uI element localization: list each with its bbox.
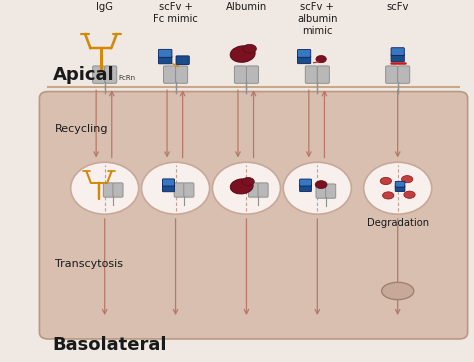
FancyBboxPatch shape (248, 183, 258, 197)
Ellipse shape (242, 177, 255, 186)
Text: Degradation: Degradation (366, 218, 429, 228)
FancyBboxPatch shape (246, 66, 258, 83)
FancyBboxPatch shape (92, 66, 105, 83)
FancyBboxPatch shape (300, 179, 311, 186)
FancyBboxPatch shape (158, 56, 172, 64)
FancyBboxPatch shape (174, 183, 184, 197)
Ellipse shape (383, 192, 394, 199)
FancyBboxPatch shape (184, 183, 194, 197)
FancyBboxPatch shape (175, 66, 188, 83)
Text: Transcytosis: Transcytosis (55, 259, 123, 269)
FancyBboxPatch shape (386, 66, 398, 83)
FancyBboxPatch shape (235, 66, 246, 83)
Ellipse shape (404, 191, 415, 198)
Ellipse shape (380, 177, 392, 185)
Ellipse shape (382, 282, 414, 300)
FancyBboxPatch shape (318, 66, 329, 83)
FancyBboxPatch shape (395, 186, 405, 191)
Ellipse shape (230, 179, 253, 194)
Ellipse shape (243, 44, 256, 53)
Circle shape (283, 162, 351, 214)
Circle shape (212, 162, 281, 214)
Ellipse shape (401, 176, 413, 183)
FancyBboxPatch shape (258, 183, 268, 197)
Text: Apical: Apical (53, 66, 114, 84)
Ellipse shape (316, 55, 326, 63)
Text: Recycling: Recycling (55, 124, 109, 134)
FancyBboxPatch shape (395, 181, 405, 187)
FancyBboxPatch shape (164, 66, 175, 83)
FancyBboxPatch shape (316, 184, 326, 198)
FancyBboxPatch shape (163, 185, 174, 192)
FancyBboxPatch shape (158, 49, 172, 57)
FancyBboxPatch shape (103, 183, 113, 197)
Text: FcRn: FcRn (118, 75, 135, 81)
FancyBboxPatch shape (39, 92, 468, 339)
FancyBboxPatch shape (298, 50, 311, 57)
Text: scFv: scFv (386, 3, 409, 13)
FancyBboxPatch shape (391, 48, 404, 55)
Text: Basolateral: Basolateral (53, 336, 167, 354)
FancyBboxPatch shape (305, 66, 317, 83)
FancyBboxPatch shape (298, 56, 311, 64)
Circle shape (71, 162, 139, 214)
FancyBboxPatch shape (398, 66, 410, 83)
Text: Albumin: Albumin (226, 3, 267, 13)
Text: IgG: IgG (96, 3, 113, 13)
FancyBboxPatch shape (163, 179, 174, 186)
FancyBboxPatch shape (326, 184, 336, 198)
FancyBboxPatch shape (113, 183, 123, 197)
Text: scFv +
Fc mimic: scFv + Fc mimic (153, 3, 198, 24)
FancyBboxPatch shape (391, 54, 404, 62)
Ellipse shape (230, 46, 255, 62)
Circle shape (364, 162, 432, 214)
Ellipse shape (315, 181, 327, 189)
FancyBboxPatch shape (176, 56, 189, 64)
Circle shape (142, 162, 210, 214)
FancyBboxPatch shape (300, 185, 311, 191)
FancyBboxPatch shape (105, 66, 117, 83)
Text: scFv +
albumin
mimic: scFv + albumin mimic (297, 3, 337, 36)
